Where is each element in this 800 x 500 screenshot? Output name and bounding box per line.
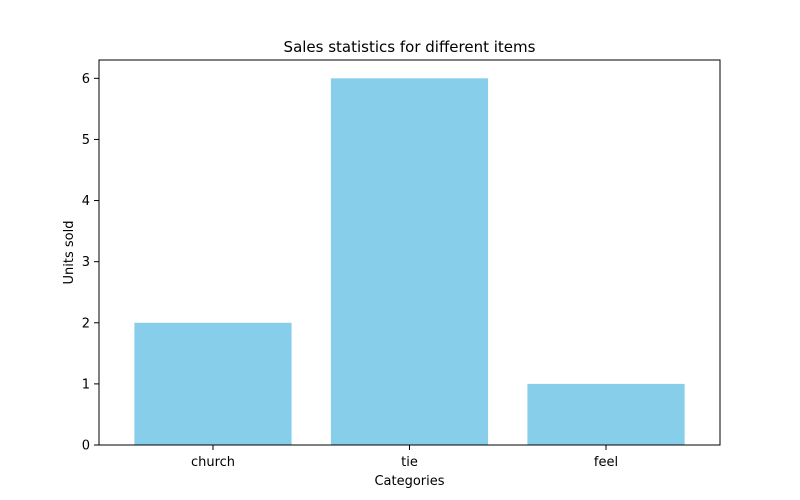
y-tick-label-4: 4	[82, 194, 90, 209]
x-axis-ticks: church tie feel	[191, 445, 618, 470]
y-tick-label-5: 5	[82, 133, 90, 148]
y-axis-label: Units sold	[62, 221, 77, 285]
x-axis-label: Categories	[374, 474, 444, 489]
y-tick-label-3: 3	[82, 255, 90, 270]
y-tick-label-1: 1	[82, 377, 90, 392]
x-tick-label-feel: feel	[594, 455, 618, 470]
y-axis-ticks: 0 1 2 3 4 5 6	[82, 72, 99, 454]
bar-church	[134, 322, 292, 445]
x-tick-label-tie: tie	[401, 455, 418, 470]
x-tick-label-church: church	[191, 455, 235, 470]
y-tick-label-2: 2	[82, 316, 90, 331]
bars-layer	[134, 78, 685, 445]
bar-tie	[330, 78, 489, 445]
y-tick-label-0: 0	[82, 439, 90, 454]
chart-title: Sales statistics for different items	[284, 38, 536, 56]
bar-feel	[527, 383, 685, 445]
y-tick-label-6: 6	[82, 72, 90, 87]
